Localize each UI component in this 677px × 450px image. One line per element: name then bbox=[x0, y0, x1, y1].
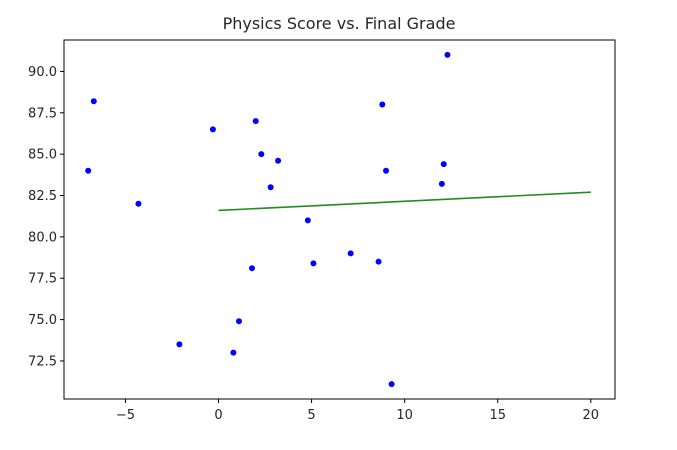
x-tick-label: 20 bbox=[583, 408, 600, 423]
data-point bbox=[252, 118, 259, 125]
data-point bbox=[176, 341, 183, 348]
y-tick-label: 72.5 bbox=[28, 354, 57, 369]
data-point bbox=[135, 200, 142, 207]
fit-line bbox=[218, 191, 591, 212]
data-point bbox=[267, 184, 274, 191]
data-point bbox=[310, 260, 317, 267]
data-point bbox=[249, 265, 256, 272]
x-tick-label: 15 bbox=[489, 408, 506, 423]
x-axis: −5 0 5 10 15 20 bbox=[116, 399, 599, 423]
plot-frame bbox=[63, 39, 616, 400]
data-point bbox=[304, 217, 311, 224]
y-tick-label: 77.5 bbox=[28, 272, 57, 287]
data-point bbox=[440, 161, 447, 168]
data-point bbox=[388, 381, 395, 388]
data-point bbox=[85, 167, 92, 174]
data-point bbox=[379, 101, 386, 108]
data-point bbox=[438, 180, 445, 187]
data-point bbox=[275, 157, 282, 164]
data-point bbox=[230, 349, 237, 356]
data-point bbox=[209, 126, 216, 133]
data-points bbox=[85, 51, 451, 388]
data-point bbox=[375, 258, 382, 265]
fit-line-group bbox=[218, 191, 591, 212]
x-tick-label: 0 bbox=[214, 408, 222, 423]
data-point bbox=[235, 318, 242, 325]
data-point bbox=[90, 98, 97, 105]
y-tick-label: 85.0 bbox=[28, 148, 57, 163]
y-tick-label: 82.5 bbox=[28, 189, 57, 204]
y-tick-label: 80.0 bbox=[28, 230, 57, 245]
x-tick-label: −5 bbox=[116, 408, 135, 423]
x-tick-label: 5 bbox=[307, 408, 315, 423]
chart-title: Physics Score vs. Final Grade bbox=[223, 14, 456, 33]
y-axis: 72.5 75.0 77.5 80.0 82.5 85.0 87.5 90.0 bbox=[28, 65, 64, 369]
data-point bbox=[258, 151, 265, 158]
y-tick-label: 87.5 bbox=[28, 106, 57, 121]
y-tick-label: 90.0 bbox=[28, 65, 57, 80]
x-tick-label: 10 bbox=[396, 408, 413, 423]
data-point bbox=[383, 167, 390, 174]
data-point bbox=[444, 51, 451, 58]
y-tick-label: 75.0 bbox=[28, 313, 57, 328]
data-point bbox=[347, 250, 354, 257]
